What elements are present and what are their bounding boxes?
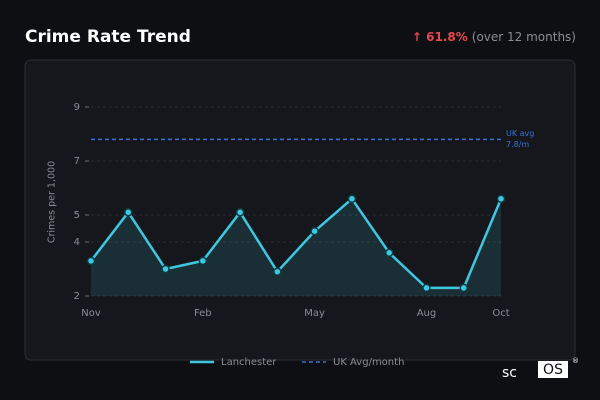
- change-value: ↑ 61.8%: [412, 30, 468, 44]
- data-point: [161, 264, 170, 274]
- x-tick-label: Oct: [492, 308, 509, 319]
- data-point: [235, 208, 245, 217]
- brand-prefix: sc: [502, 365, 517, 381]
- reference-value-label: 7.8/m: [506, 140, 529, 149]
- brand-boxed: OS: [543, 362, 563, 378]
- y-tick-label: 2: [74, 291, 80, 302]
- x-tick-label: Nov: [81, 308, 101, 319]
- data-point: [384, 248, 394, 258]
- y-tick-label: 5: [74, 210, 80, 221]
- legend-label: UK Avg/month: [333, 357, 404, 368]
- y-tick-label: 7: [74, 156, 80, 167]
- data-point: [459, 283, 468, 293]
- y-tick-label: 9: [74, 102, 80, 113]
- data-point: [422, 283, 431, 293]
- data-point: [273, 267, 282, 276]
- data-point: [198, 256, 208, 266]
- change-summary: ↑ 61.8% (over 12 months): [412, 30, 576, 44]
- legend-label: Lanchester: [221, 357, 277, 368]
- data-point: [124, 208, 133, 217]
- x-tick-label: May: [304, 308, 325, 319]
- data-point: [347, 194, 357, 204]
- brand-box: [538, 361, 568, 378]
- y-tick-label: 4: [74, 237, 80, 248]
- data-point: [496, 194, 506, 204]
- change-note: (over 12 months): [472, 30, 576, 44]
- data-point: [86, 256, 96, 266]
- series-line: [90, 197, 503, 290]
- x-tick-label: Feb: [194, 308, 212, 319]
- brand-mark: ®: [572, 357, 579, 365]
- data-point: [310, 226, 319, 236]
- chart-panel: [24, 59, 576, 361]
- x-tick-label: Aug: [417, 308, 437, 319]
- y-axis-label: Crimes per 1,000: [47, 161, 58, 243]
- chart-title: Crime Rate Trend: [25, 27, 191, 47]
- area: [91, 198, 501, 296]
- reference-label: UK avg: [506, 129, 534, 138]
- plot-area: 2 4 5 7 9 Nov Feb May Aug Oct UK avg 7.8/m Lancheste…: [74, 102, 535, 368]
